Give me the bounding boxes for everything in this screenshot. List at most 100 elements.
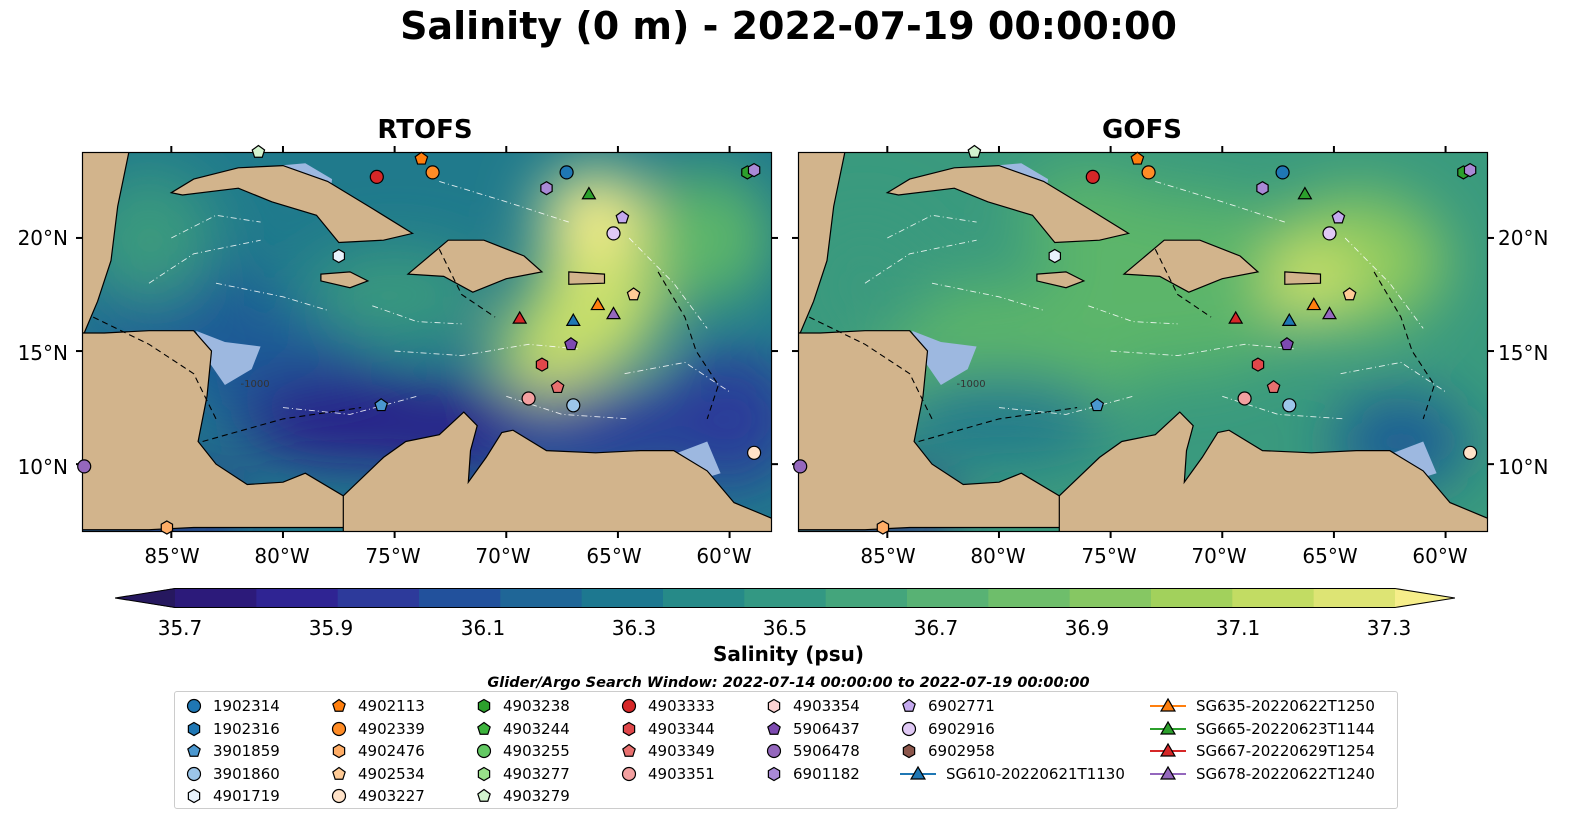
panel-title-gofs: GOFS (1102, 115, 1182, 145)
legend-marker-icon (1150, 697, 1186, 712)
legend-marker-icon (477, 766, 491, 781)
legend-marker-icon (1150, 742, 1186, 757)
legend-marker-icon (766, 743, 782, 759)
lon-tick-label: 60°W (696, 544, 752, 568)
legend-label: SG665-20220623T1144 (1196, 719, 1375, 738)
legend-label: 6902958 (928, 742, 995, 760)
observation-marker[interactable] (605, 306, 622, 320)
observation-marker[interactable] (626, 287, 641, 301)
observation-marker[interactable] (251, 144, 266, 158)
observation-marker[interactable] (425, 165, 440, 180)
observation-marker[interactable] (1266, 379, 1281, 394)
observation-marker[interactable] (414, 151, 429, 165)
rtofs-map[interactable]: -1000 (76, 144, 778, 538)
legend-entry: 4903255 (475, 740, 570, 762)
observation-marker[interactable] (540, 181, 553, 196)
legend-label: 6902771 (928, 697, 995, 715)
observation-marker[interactable] (1141, 165, 1156, 180)
legend-marker-icon (186, 698, 202, 714)
legend-marker-icon (476, 743, 492, 759)
observation-marker[interactable] (1237, 391, 1252, 406)
legend-label: 5906437 (793, 719, 860, 738)
observation-marker[interactable] (369, 169, 384, 184)
observation-marker[interactable] (1280, 337, 1294, 351)
legend-marker-icon (187, 743, 201, 757)
observation-marker[interactable] (521, 391, 536, 406)
legend-label: SG610-20220621T1130 (946, 764, 1125, 783)
observation-marker[interactable] (1322, 226, 1337, 241)
observation-marker[interactable] (1281, 312, 1297, 326)
observation-marker[interactable] (1321, 306, 1338, 320)
legend-marker-icon (477, 721, 491, 735)
observation-marker[interactable] (332, 248, 346, 264)
observation-marker[interactable] (374, 398, 389, 412)
observation-marker[interactable] (747, 162, 761, 178)
legend-entry: 3901860 (185, 763, 280, 785)
legend-label: SG667-20220629T1254 (1196, 742, 1375, 760)
observation-marker[interactable] (590, 297, 606, 311)
legend-entry: SG635-20220622T1250 (1150, 695, 1375, 717)
legend-marker-icon (767, 721, 781, 735)
observation-marker[interactable] (793, 459, 808, 474)
observation-marker[interactable] (581, 186, 597, 200)
observation-marker[interactable] (565, 312, 581, 326)
lon-tick-label: 80°W (970, 544, 1026, 568)
observation-marker[interactable] (615, 210, 630, 224)
observation-marker[interactable] (1306, 297, 1322, 311)
observation-marker[interactable] (967, 144, 982, 158)
observation-marker[interactable] (1331, 210, 1346, 224)
observation-marker[interactable] (1256, 181, 1269, 196)
observation-marker[interactable] (1130, 151, 1145, 165)
observation-marker[interactable] (512, 310, 528, 324)
colorbar-tick-label: 36.1 (460, 616, 506, 640)
legend-entry: SG665-20220623T1144 (1150, 718, 1375, 740)
legend-marker-icon (767, 698, 781, 714)
lat-tick-label: 15°N (17, 341, 68, 365)
lon-tick-label: 65°W (586, 544, 642, 568)
observation-marker[interactable] (1297, 186, 1313, 200)
legend: 1902314 1902316 3901859 3901860 4901719 49021… (174, 691, 1398, 809)
legend-marker-icon (901, 721, 917, 736)
legend-label: 1902314 (213, 697, 280, 715)
legend-marker-icon (187, 788, 201, 804)
observation-marker[interactable] (564, 337, 578, 351)
observation-marker[interactable] (1463, 162, 1477, 178)
observation-marker[interactable] (1251, 357, 1265, 372)
legend-entry: SG678-20220622T1240 (1150, 763, 1375, 785)
colorbar-tick-label: 36.3 (611, 616, 657, 640)
svg-text:-1000: -1000 (241, 379, 270, 390)
panel-title-rtofs: RTOFS (377, 115, 473, 145)
legend-label: 4901719 (213, 787, 280, 805)
observation-marker[interactable] (1275, 165, 1290, 180)
observation-marker[interactable] (876, 520, 890, 535)
observation-marker[interactable] (606, 226, 621, 241)
observation-marker[interactable] (1048, 248, 1062, 264)
observation-marker[interactable] (1282, 398, 1297, 413)
observation-marker[interactable] (1085, 169, 1100, 184)
gofs-map[interactable]: -1000 (792, 144, 1494, 538)
observation-marker[interactable] (1462, 445, 1478, 460)
lat-tick-label: 15°N (1498, 341, 1549, 365)
legend-marker-icon (902, 743, 916, 759)
legend-entry: 4903354 (765, 695, 860, 717)
lat-tick-label: 20°N (17, 226, 68, 250)
legend-marker-icon (900, 765, 936, 780)
lat-tick-label: 10°N (1498, 455, 1549, 479)
observation-marker[interactable] (1342, 287, 1357, 301)
observation-marker[interactable] (77, 459, 92, 474)
observation-marker[interactable] (1090, 398, 1105, 412)
colorbar-tick-label: 37.1 (1215, 616, 1261, 640)
observation-marker[interactable] (1228, 310, 1244, 324)
observation-marker[interactable] (160, 520, 174, 535)
legend-label: 4903344 (648, 719, 715, 738)
observation-marker[interactable] (559, 165, 574, 180)
legend-entry: SG667-20220629T1254 (1150, 740, 1375, 762)
legend-label: 4902534 (358, 764, 425, 783)
observation-marker[interactable] (746, 445, 762, 460)
observation-marker[interactable] (535, 357, 549, 372)
legend-entry: 4903344 (620, 718, 715, 740)
legend-marker-icon (622, 721, 636, 736)
observation-marker[interactable] (566, 398, 581, 413)
legend-marker-icon (902, 698, 916, 712)
observation-marker[interactable] (550, 379, 565, 394)
